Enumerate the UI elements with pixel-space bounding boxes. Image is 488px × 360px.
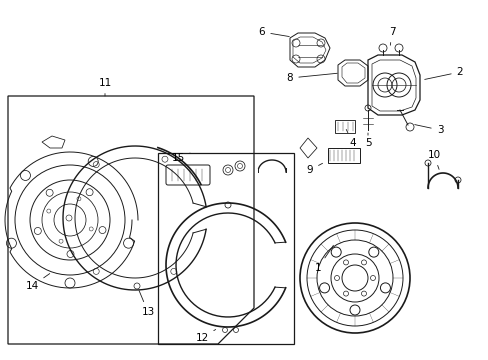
Text: 2: 2 <box>424 67 462 80</box>
Text: 13: 13 <box>139 291 154 317</box>
Text: 1: 1 <box>314 245 333 273</box>
Text: 9: 9 <box>306 163 322 175</box>
Text: 5: 5 <box>364 133 370 148</box>
Text: 11: 11 <box>98 78 111 96</box>
Text: 8: 8 <box>286 73 337 83</box>
Text: 4: 4 <box>346 130 356 148</box>
Text: 14: 14 <box>25 274 50 291</box>
Text: 3: 3 <box>414 125 443 135</box>
Text: 10: 10 <box>427 150 440 170</box>
Text: 7: 7 <box>388 27 394 45</box>
Text: 15: 15 <box>171 153 190 163</box>
Text: 6: 6 <box>258 27 289 37</box>
Text: 12: 12 <box>195 329 215 343</box>
